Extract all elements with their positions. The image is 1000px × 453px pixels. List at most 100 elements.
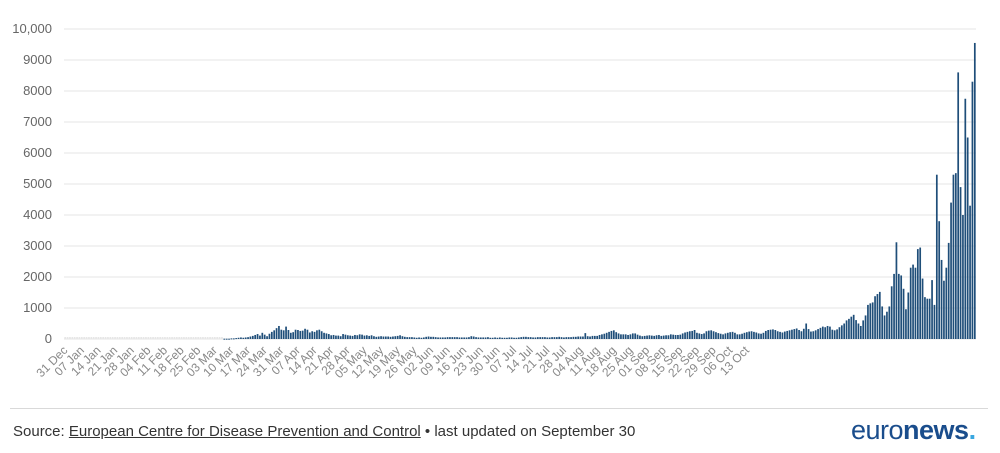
y-tick-label: 3000 xyxy=(23,238,52,253)
bar xyxy=(297,330,299,339)
bar xyxy=(962,215,964,339)
bar xyxy=(510,337,513,339)
bar xyxy=(688,331,691,339)
bar xyxy=(658,334,660,339)
bar xyxy=(544,337,546,339)
bar xyxy=(833,330,836,339)
bar xyxy=(175,337,178,339)
bar xyxy=(750,331,753,339)
bar xyxy=(522,336,525,339)
bar xyxy=(795,328,798,339)
bar xyxy=(318,329,321,339)
bar xyxy=(460,337,463,339)
bar xyxy=(769,329,772,339)
bar xyxy=(807,329,810,339)
bar xyxy=(487,337,489,339)
bar xyxy=(677,334,679,339)
bar xyxy=(696,332,698,339)
bar xyxy=(762,332,765,339)
bar xyxy=(240,337,242,339)
bar xyxy=(161,337,164,339)
source-link[interactable]: European Centre for Disease Prevention a… xyxy=(68,423,421,440)
footer-divider xyxy=(10,408,988,409)
bar xyxy=(342,334,344,339)
bar xyxy=(73,337,76,339)
bar xyxy=(698,333,701,339)
bar xyxy=(425,336,428,339)
y-tick-label: 5000 xyxy=(23,176,52,191)
bar xyxy=(261,332,264,339)
bar xyxy=(377,336,380,339)
bar xyxy=(111,337,114,339)
bar xyxy=(192,337,195,339)
bar xyxy=(197,337,200,339)
bar xyxy=(639,335,641,339)
bar xyxy=(282,330,285,339)
bar xyxy=(817,329,819,339)
bar xyxy=(888,306,891,339)
bar xyxy=(577,336,580,339)
bar xyxy=(332,334,335,339)
bar xyxy=(154,337,157,339)
bar xyxy=(952,174,955,339)
bar xyxy=(598,334,601,339)
bar xyxy=(567,337,570,339)
bar xyxy=(230,338,233,340)
bar xyxy=(914,267,917,339)
bar xyxy=(724,333,727,339)
bar xyxy=(810,331,812,339)
bar xyxy=(665,335,667,339)
bar xyxy=(484,337,487,339)
source-note: Source: European Centre for Disease Prev… xyxy=(13,423,635,440)
bar xyxy=(249,336,252,339)
bar xyxy=(924,297,926,339)
bar xyxy=(546,337,549,339)
bar xyxy=(430,336,432,339)
euronews-logo[interactable]: euronews. xyxy=(851,415,976,446)
bar xyxy=(586,336,589,339)
bar xyxy=(674,334,677,339)
bar xyxy=(304,328,306,339)
bar xyxy=(579,336,582,339)
bar xyxy=(774,330,777,339)
bar xyxy=(928,298,931,339)
bar xyxy=(420,337,423,339)
bar xyxy=(610,330,613,339)
bar xyxy=(463,337,466,339)
bar xyxy=(156,337,159,339)
bar xyxy=(287,330,290,339)
bar xyxy=(114,337,116,339)
bar xyxy=(102,337,105,339)
bar xyxy=(959,187,962,339)
bar xyxy=(299,330,302,339)
bar xyxy=(520,337,523,339)
bar xyxy=(909,267,912,339)
bar xyxy=(707,330,710,339)
bar xyxy=(805,323,808,339)
bar xyxy=(228,338,230,340)
bar xyxy=(596,335,599,339)
bar xyxy=(907,292,910,339)
bar xyxy=(729,332,732,339)
bar xyxy=(85,337,88,339)
y-tick-label: 0 xyxy=(45,331,52,346)
bar xyxy=(572,336,575,339)
bar xyxy=(819,327,822,339)
bar xyxy=(513,337,515,339)
bar xyxy=(532,337,534,339)
bar xyxy=(679,334,682,339)
bar xyxy=(121,337,124,339)
bar xyxy=(864,315,867,339)
bar xyxy=(335,335,337,339)
bar xyxy=(624,334,627,339)
bar xyxy=(836,329,838,339)
bar xyxy=(128,337,131,339)
bar xyxy=(180,337,183,339)
bar xyxy=(895,242,898,339)
bar xyxy=(691,330,694,339)
logo-part-euro: euro xyxy=(851,415,904,445)
bar xyxy=(560,337,563,339)
bar xyxy=(173,337,176,339)
bar xyxy=(874,296,876,339)
bar xyxy=(152,337,154,339)
